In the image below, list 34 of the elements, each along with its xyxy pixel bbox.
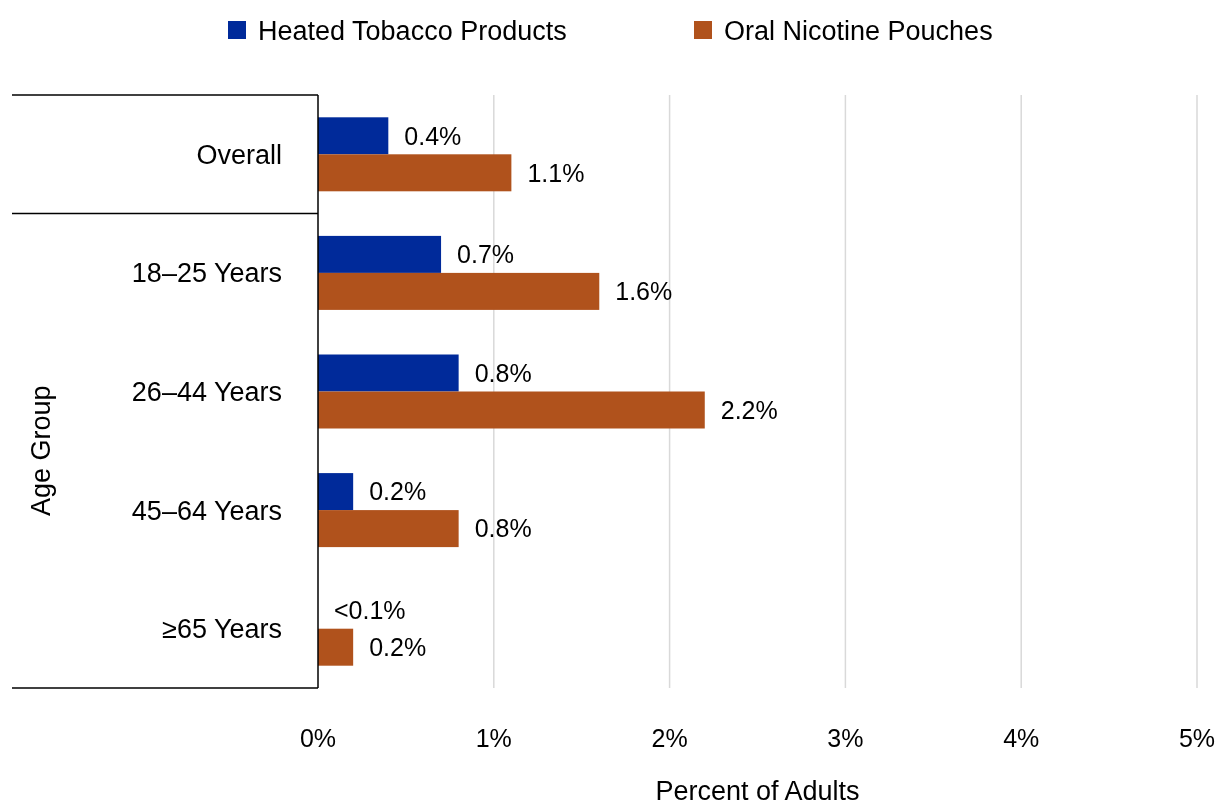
x-tick-label: 0% [299, 724, 337, 752]
data-label: 0.8% [474, 358, 532, 387]
y-tick-label: ≥65 Years [162, 614, 282, 645]
bar [318, 628, 354, 666]
bar [318, 473, 354, 511]
bar [318, 235, 442, 273]
y-tick-label: Overall [196, 139, 282, 170]
x-axis-title: Percent of Adults [655, 776, 860, 806]
legend-label: Heated Tobacco Products [258, 16, 567, 47]
x-tick-label: 5% [1178, 724, 1216, 752]
bar [318, 272, 600, 310]
x-tick-label: 2% [651, 724, 688, 752]
data-label: 0.7% [457, 240, 515, 269]
y-tick-label: 18–25 Years [131, 258, 282, 289]
bar [318, 510, 459, 548]
data-label: <0.1% [334, 595, 406, 624]
y-tick-label: 26–44 Years [131, 376, 282, 407]
data-label: 0.8% [474, 514, 532, 543]
data-label: 1.6% [615, 277, 673, 306]
data-label: 0.2% [369, 632, 427, 661]
legend-label: Oral Nicotine Pouches [724, 16, 993, 47]
data-label: 1.1% [527, 158, 585, 187]
y-axis-title: Age Group [26, 385, 56, 517]
x-tick-label: 1% [475, 724, 512, 752]
bar [318, 154, 512, 192]
bar [318, 117, 389, 155]
bar [318, 354, 459, 392]
data-label: 0.2% [369, 477, 427, 506]
x-tick-label: 3% [827, 724, 864, 752]
data-label: 0.4% [404, 121, 462, 150]
data-label: 2.2% [720, 395, 778, 424]
y-tick-label: 45–64 Years [131, 495, 282, 526]
x-tick-label: 4% [1003, 724, 1040, 752]
bar [318, 391, 705, 429]
